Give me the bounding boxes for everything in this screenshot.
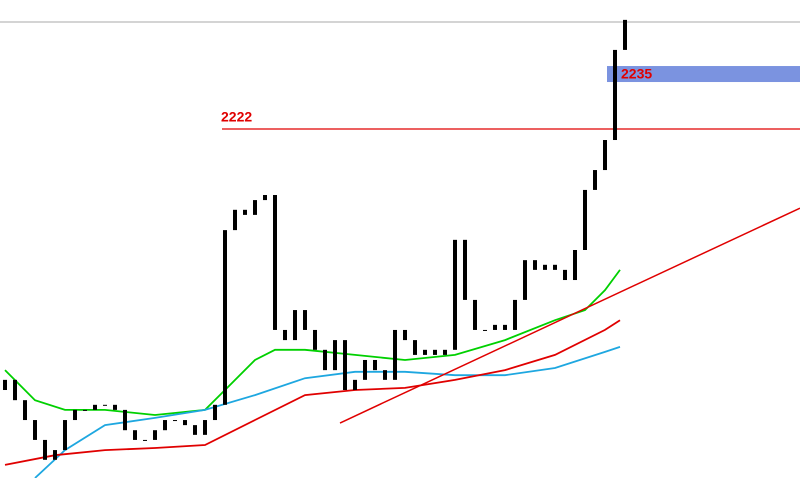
candle-body <box>13 379 17 401</box>
candle-body <box>243 209 247 215</box>
candle-body <box>613 49 617 141</box>
candle-body <box>313 329 317 350</box>
candle-body <box>333 340 337 371</box>
candle-body <box>473 299 477 330</box>
candle-body <box>193 425 197 435</box>
candle-body <box>393 329 397 380</box>
candle-body <box>133 430 137 440</box>
moving-average <box>4 269 621 416</box>
price-zone <box>607 66 800 83</box>
candle-body <box>303 310 307 330</box>
candle-body <box>483 329 487 331</box>
candle-body <box>373 359 377 371</box>
candle-body <box>93 404 97 410</box>
level-label: 2222 <box>221 109 252 125</box>
candle-body <box>353 379 357 391</box>
candle-body <box>163 420 167 431</box>
candle-body <box>463 239 467 300</box>
candle-body <box>183 420 187 426</box>
candle-body <box>413 340 417 355</box>
candle-body <box>603 140 607 171</box>
candle-body <box>203 420 207 435</box>
moving-average <box>34 346 621 478</box>
candle-body <box>433 349 437 355</box>
trendline <box>339 207 800 424</box>
candle-body <box>523 260 527 300</box>
candle-body <box>503 324 507 330</box>
candle-body <box>513 299 517 330</box>
moving-average <box>4 319 621 466</box>
candle-body <box>263 195 267 201</box>
candle-body <box>253 200 257 215</box>
candle-body <box>533 260 537 270</box>
candle-body <box>63 420 67 451</box>
candle-body <box>443 349 447 355</box>
candle-body <box>563 269 567 281</box>
candle-body <box>453 239 457 350</box>
candle-body <box>43 439 47 460</box>
candle-body <box>53 450 57 460</box>
candle-body <box>573 249 577 281</box>
candle-body <box>273 195 277 330</box>
zone-label: 2235 <box>621 66 652 82</box>
candle-body <box>423 349 427 355</box>
candle-body <box>343 340 347 391</box>
candle-body <box>323 349 327 371</box>
candle-body <box>383 370 387 380</box>
candle-body <box>143 439 147 441</box>
candle-body <box>293 310 297 341</box>
candle-body <box>593 170 597 190</box>
candle-body <box>33 420 37 440</box>
candle-body <box>553 264 557 270</box>
candle-body <box>23 400 27 421</box>
candle-body <box>543 264 547 270</box>
candle-body <box>153 430 157 440</box>
candle-body <box>103 404 107 406</box>
candle-body <box>113 404 117 410</box>
candle-body <box>623 19 627 50</box>
candle-body <box>173 420 177 422</box>
candle-body <box>363 359 367 380</box>
candle-body <box>3 379 7 391</box>
candle-body <box>403 329 407 341</box>
candle-body <box>83 409 87 411</box>
candle-body <box>283 329 287 341</box>
candle-body <box>223 230 227 405</box>
candle-body <box>123 409 127 431</box>
candle-body <box>493 324 497 330</box>
candle-body <box>73 409 77 421</box>
candle-body <box>213 404 217 421</box>
candle-body <box>583 189 587 250</box>
candle-body <box>233 209 237 231</box>
